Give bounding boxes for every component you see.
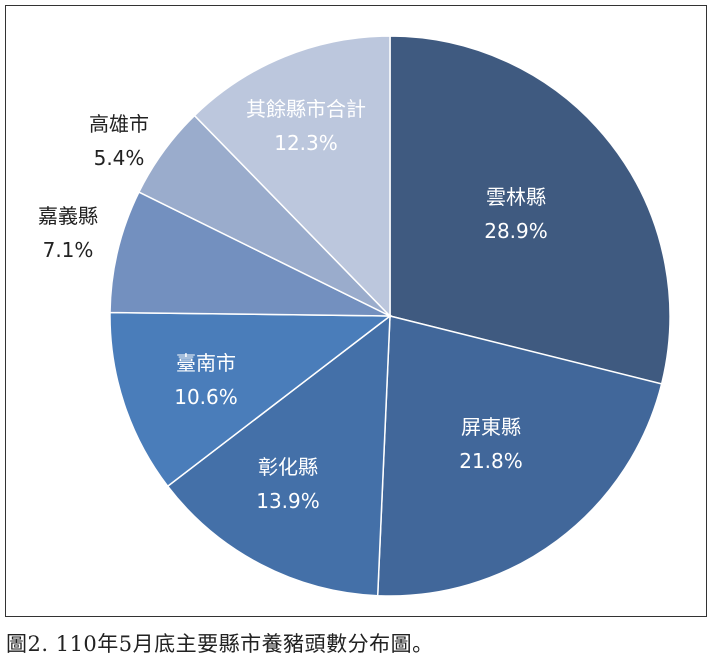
- slice-value-4: 10.6%: [174, 385, 238, 409]
- slice-value-5: 7.1%: [43, 238, 94, 262]
- pie-slice-4: [109, 311, 393, 488]
- slice-value-7: 12.3%: [274, 131, 338, 155]
- pie-slice-1: [389, 35, 671, 385]
- slice-label-2: 屏東縣: [461, 415, 521, 439]
- pie-chart: 雲林縣 28.9% 屏東縣 21.8% 彰化縣 13.9% 臺南市 10.6% 嘉義縣 7.1% 高…: [38, 35, 671, 597]
- slice-label-6: 高雄市: [89, 112, 149, 136]
- slice-value-3: 13.9%: [256, 489, 320, 513]
- slice-value-6: 5.4%: [94, 146, 145, 170]
- pie-slice-7: [193, 35, 391, 318]
- slice-label-3: 彰化縣: [258, 455, 318, 479]
- pie-labels: 雲林縣 28.9% 屏東縣 21.8% 彰化縣 13.9% 臺南市 10.6% 嘉義縣 7.1% 高…: [38, 97, 548, 513]
- slice-label-4: 臺南市: [176, 351, 236, 375]
- slice-value-2: 21.8%: [459, 449, 523, 473]
- slice-value-1: 28.9%: [484, 219, 548, 243]
- pie-slice-3: [166, 314, 391, 597]
- slice-label-5: 嘉義縣: [38, 204, 98, 228]
- slice-label-7: 其餘縣市合計: [246, 97, 366, 121]
- chart-frame: 雲林縣 28.9% 屏東縣 21.8% 彰化縣 13.9% 臺南市 10.6% 嘉義縣 7.1% 高…: [5, 5, 707, 617]
- figure-caption: 圖2. 110年5月底主要縣市養豬頭數分布圖。: [6, 632, 434, 656]
- pie-slice-5: [109, 191, 391, 317]
- pie-slice-2: [376, 315, 663, 597]
- slice-label-1: 雲林縣: [486, 185, 546, 209]
- pie-slices: [109, 35, 671, 597]
